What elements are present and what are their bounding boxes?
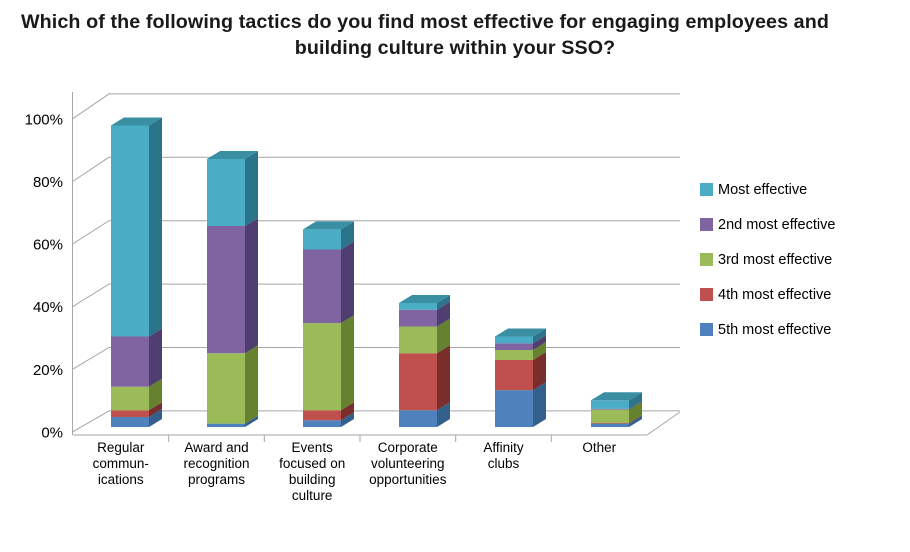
svg-text:40%: 40% (33, 299, 63, 316)
svg-text:4th most effective: 4th most effective (718, 287, 831, 303)
svg-text:Regular: Regular (97, 440, 145, 455)
svg-text:commun-: commun- (93, 456, 149, 471)
svg-text:building: building (289, 472, 336, 487)
svg-text:0%: 0% (41, 425, 63, 442)
svg-text:80%: 80% (33, 174, 63, 191)
svg-text:Events: Events (292, 440, 334, 455)
svg-text:clubs: clubs (488, 456, 520, 471)
svg-text:Award and: Award and (184, 440, 248, 455)
svg-text:3rd most effective: 3rd most effective (718, 252, 832, 268)
svg-text:programs: programs (188, 472, 245, 487)
svg-text:2nd most effective: 2nd most effective (718, 217, 835, 233)
svg-text:recognition: recognition (183, 456, 249, 471)
svg-text:opportunities: opportunities (369, 472, 447, 487)
svg-text:culture: culture (292, 488, 333, 503)
svg-text:Most effective: Most effective (718, 182, 807, 198)
svg-text:20%: 20% (33, 362, 63, 379)
svg-text:Corporate: Corporate (378, 440, 438, 455)
svg-text:Affinity: Affinity (483, 440, 524, 455)
svg-text:5th most effective: 5th most effective (718, 322, 831, 338)
svg-text:Other: Other (582, 440, 616, 455)
svg-text:60%: 60% (33, 237, 63, 254)
svg-text:volunteering: volunteering (371, 456, 445, 471)
svg-text:focused on: focused on (279, 456, 345, 471)
svg-text:ications: ications (98, 472, 144, 487)
svg-text:100%: 100% (25, 111, 63, 128)
